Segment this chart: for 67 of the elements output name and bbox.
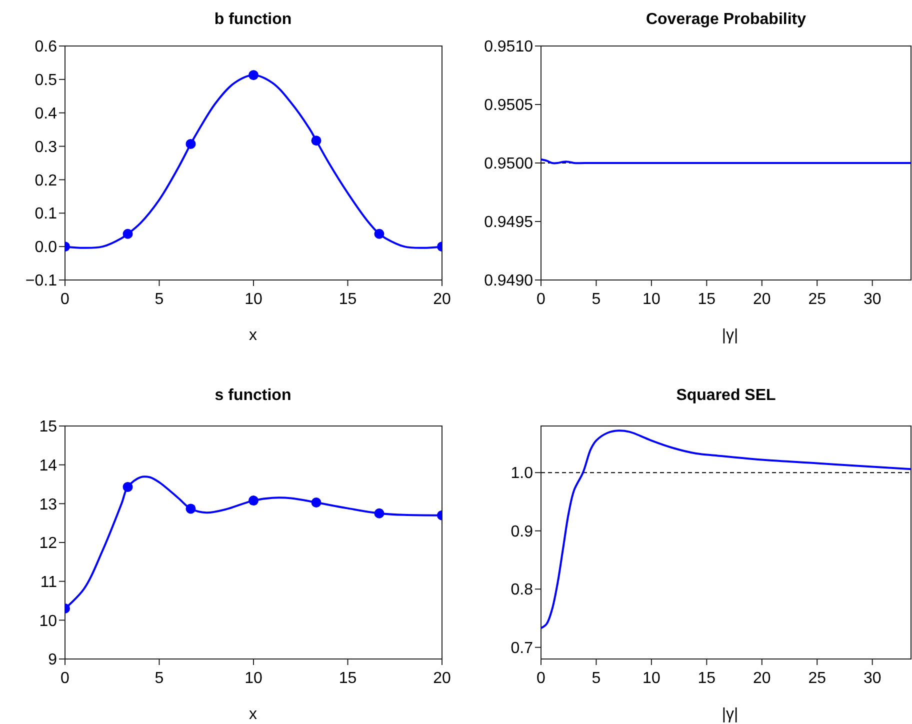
y-tick-label: 0.9500	[484, 156, 534, 173]
line-series	[541, 430, 911, 630]
x-tick-label: 20	[752, 670, 771, 687]
point	[374, 508, 384, 518]
x-tick-label: 30	[863, 291, 882, 308]
point	[122, 228, 133, 239]
y-tick-label: 0.4	[34, 105, 58, 122]
x-tick-label: 30	[863, 670, 882, 687]
y-tick-label: 0.9490	[484, 272, 534, 290]
x-tick-label: 10	[244, 291, 262, 308]
x-tick-label: 5	[592, 291, 601, 308]
y-tick-label: 9	[48, 652, 58, 669]
point	[186, 138, 196, 149]
y-tick-label: 0.9505	[484, 97, 534, 114]
y-tick-label: 10	[39, 612, 58, 630]
point	[186, 504, 196, 514]
x-tick-label: 10	[642, 291, 660, 308]
y-tick-label: 0.6	[34, 38, 58, 56]
y-tick-label: 0.2	[34, 172, 58, 190]
x-tick-label: 15	[338, 670, 357, 687]
y-tick-label: 11	[40, 574, 58, 591]
y-tick-label: 0.9	[510, 523, 534, 540]
point	[122, 482, 133, 492]
point	[248, 70, 258, 80]
x-tick-label: 5	[592, 670, 601, 687]
point	[311, 498, 322, 508]
y-tick-label: 0.8	[510, 582, 534, 599]
y-tick-label: 0.7	[510, 640, 534, 657]
x-tick-label: 25	[808, 291, 826, 308]
x-tick-label: 10	[244, 670, 262, 687]
y-tick-label: 0.1	[34, 206, 58, 223]
x-tick-label: 5	[154, 670, 164, 687]
x-axis-title: |γ|	[722, 706, 738, 723]
x-tick-label: 5	[154, 291, 164, 308]
chart-title: b function	[214, 11, 292, 28]
y-tick-label: 0.9495	[484, 214, 534, 232]
chart-title: s function	[214, 387, 292, 404]
y-tick-label: 0.3	[34, 138, 58, 156]
y-tick-label: 0.9510	[484, 38, 534, 56]
chart-title: Coverage Probability	[646, 11, 806, 28]
x-tick-label: 0	[536, 670, 546, 687]
y-tick-label: 0.0	[34, 239, 58, 256]
y-tick-label: 1.0	[510, 465, 534, 482]
point	[248, 496, 258, 506]
y-tick-label: 14	[39, 457, 58, 474]
x-tick-label: 20	[752, 291, 771, 308]
y-tick-label: 0.5	[34, 72, 58, 90]
y-tick-label: 12	[39, 535, 58, 552]
x-tick-label: 15	[698, 670, 716, 687]
x-tick-label: 10	[642, 670, 660, 687]
y-tick-label: 15	[39, 418, 58, 436]
x-tick-label: 20	[433, 670, 451, 687]
x-tick-label: 15	[338, 291, 357, 308]
x-tick-label: 0	[536, 291, 546, 308]
x-axis-title: |γ|	[722, 327, 738, 344]
y-tick-label: 13	[39, 496, 58, 514]
x-tick-label: 15	[698, 291, 716, 308]
x-tick-label: 25	[808, 670, 826, 687]
y-tick-label: −0.1	[25, 272, 58, 290]
point	[311, 136, 322, 146]
x-axis-title: x	[249, 706, 257, 723]
x-tick-label: 0	[60, 291, 70, 308]
x-tick-label: 0	[60, 670, 70, 687]
point	[374, 228, 384, 239]
chart-title: Squared SEL	[676, 387, 776, 404]
x-tick-label: 20	[433, 291, 451, 308]
x-axis-title: x	[249, 327, 257, 344]
